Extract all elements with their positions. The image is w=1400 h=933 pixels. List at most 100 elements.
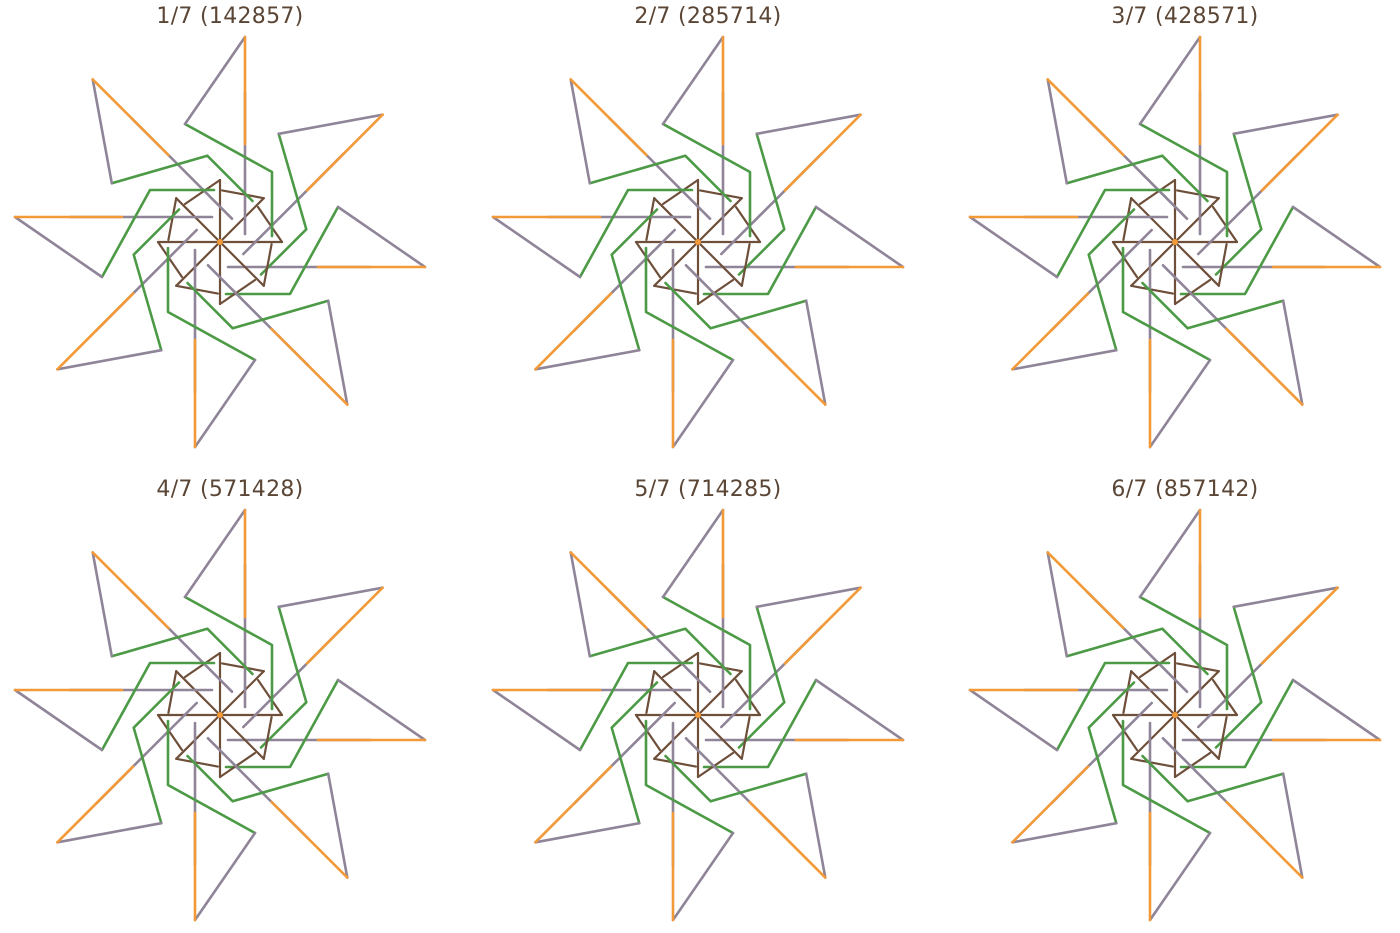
orange-stroke-arm-8-4 [1225,327,1304,406]
brown-stroke-arm-7-6 [1173,278,1212,306]
green-stroke-arm-6-2 [1087,681,1136,825]
gray-stroke-arm-2-3 [277,586,384,609]
brown-stroke-arm-6-6 [175,284,219,295]
panel-2: 2/7 (285714) [478,0,938,460]
brown-stroke-arm-2-6 [699,189,743,200]
brown-stroke-arm-8-6 [262,243,273,287]
gray-stroke-arm-1-3 [814,678,905,742]
gray-stroke-arm-7-3 [193,831,257,922]
gray-stroke-arm-5-3 [13,215,104,279]
star-diagram-1 [13,35,427,449]
brown-stroke-arm-6-5 [1130,240,1177,287]
gray-stroke-arm-5-3 [13,688,104,752]
panel-title-2: 2/7 (285714) [634,4,782,29]
gray-stroke-arm-1-3 [814,205,905,269]
brown-stroke-arm-3-6 [661,651,700,679]
gray-stroke-arm-8-3 [326,299,349,406]
gray-stroke-arm-8-3 [1281,772,1304,879]
green-stroke-arm-3-2 [1138,122,1229,238]
green-stroke-arm-8-2 [186,281,330,330]
orange-stroke-arm-2-4 [783,586,862,665]
gray-stroke-arm-3-3 [1138,35,1202,126]
green-stroke-arm-8-2 [664,754,808,803]
brown-stroke-arm-4-6 [1122,670,1133,714]
brown-stroke-arm-8-5 [696,240,743,287]
brown-stroke-arm-4-6 [1122,197,1133,241]
brown-stroke-arm-8-6 [1217,243,1228,287]
panel-title-5: 5/7 (714285) [634,477,782,502]
green-stroke-arm-2-2 [737,605,786,749]
gray-stroke-arm-8-3 [1281,299,1304,406]
gray-stroke-arm-4-3 [1046,551,1069,658]
green-stroke-arm-5-2 [1055,188,1171,279]
orange-stroke-arm-4-4 [1046,551,1125,630]
orange-stroke-arm-2-4 [1260,586,1339,665]
brown-stroke-arm-6-6 [653,284,697,295]
brown-stroke-arm-5-6 [634,240,662,279]
brown-stroke-arm-1-6 [256,205,284,244]
brown-stroke-arm-4-5 [1130,197,1177,244]
orange-stroke-arm-8-4 [748,800,827,879]
green-stroke-arm-5-2 [1055,661,1171,752]
gray-stroke-arm-3-3 [1138,508,1202,599]
brown-stroke-arm-2-6 [221,189,265,200]
panel-3: 3/7 (428571) [955,0,1400,460]
brown-stroke-arm-7-6 [696,751,735,779]
green-stroke-arm-1-2 [1179,678,1295,769]
green-stroke-arm-5-2 [578,188,694,279]
green-stroke-arm-3-2 [661,595,752,711]
star-diagram-5 [491,508,905,922]
green-stroke-arm-8-2 [664,281,808,330]
brown-stroke-arm-6-5 [653,240,700,287]
brown-stroke-arm-8-5 [218,713,265,760]
panel-title-4: 4/7 (571428) [156,477,304,502]
orange-stroke-arm-4-4 [91,78,170,157]
brown-stroke-arm-8-5 [1173,240,1220,287]
green-stroke-arm-8-2 [1141,281,1285,330]
gray-stroke-arm-4-3 [569,78,592,185]
brown-stroke-arm-8-5 [218,240,265,287]
brown-stroke-arm-2-6 [1176,189,1220,200]
green-stroke-arm-3-2 [183,122,274,238]
gray-stroke-arm-7-3 [1148,831,1212,922]
green-stroke-arm-6-2 [132,681,181,825]
brown-stroke-arm-6-5 [175,713,222,760]
green-stroke-arm-7-2 [644,246,735,362]
brown-stroke-arm-2-5 [696,197,743,244]
center-dot [217,239,223,245]
green-stroke-arm-1-2 [702,678,818,769]
orange-stroke-arm-2-4 [783,113,862,192]
brown-stroke-arm-8-6 [262,716,273,760]
brown-stroke-arm-5-6 [156,713,184,752]
brown-stroke-arm-3-6 [183,178,222,206]
gray-stroke-arm-1-3 [336,205,427,269]
gray-stroke-arm-2-3 [1232,586,1339,609]
orange-stroke-arm-8-4 [1225,800,1304,879]
gray-stroke-arm-4-3 [1046,78,1069,185]
panel-title-3: 3/7 (428571) [1111,4,1259,29]
orange-stroke-arm-4-4 [1046,78,1125,157]
center-dot [217,712,223,718]
brown-stroke-arm-3-6 [1138,178,1177,206]
green-stroke-arm-7-2 [1121,246,1212,362]
center-dot [695,712,701,718]
gray-stroke-arm-1-3 [336,678,427,742]
brown-stroke-arm-2-6 [1176,662,1220,673]
orange-stroke-arm-8-4 [270,327,349,406]
brown-stroke-arm-1-6 [734,678,762,717]
brown-stroke-arm-4-6 [645,197,656,241]
gray-stroke-arm-2-3 [755,586,862,609]
brown-stroke-arm-3-6 [183,651,222,679]
star-diagram-2 [491,35,905,449]
gray-stroke-arm-5-3 [491,215,582,279]
brown-stroke-arm-4-6 [167,197,178,241]
brown-stroke-arm-4-6 [645,670,656,714]
green-stroke-arm-5-2 [100,188,216,279]
brown-stroke-arm-7-6 [218,751,257,779]
orange-stroke-arm-2-4 [1260,113,1339,192]
green-stroke-arm-7-2 [166,719,257,835]
orange-stroke-arm-2-4 [305,113,384,192]
green-stroke-arm-8-2 [1141,754,1285,803]
green-stroke-arm-2-2 [1214,132,1263,276]
green-stroke-arm-4-2 [588,154,732,203]
